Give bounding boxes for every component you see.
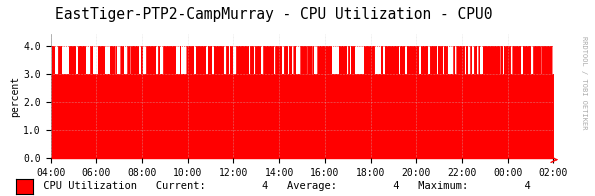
Text: ■: ■: [18, 179, 31, 193]
Y-axis label: percent: percent: [11, 75, 20, 117]
Text: RRDTOOL / TOBI OETIKER: RRDTOOL / TOBI OETIKER: [581, 35, 587, 129]
Text: CPU Utilization   Current:         4   Average:         4   Maximum:         4: CPU Utilization Current: 4 Average: 4 Ma…: [37, 181, 531, 191]
Text: EastTiger-PTP2-CampMurray - CPU Utilization - CPU0: EastTiger-PTP2-CampMurray - CPU Utilizat…: [55, 7, 493, 22]
